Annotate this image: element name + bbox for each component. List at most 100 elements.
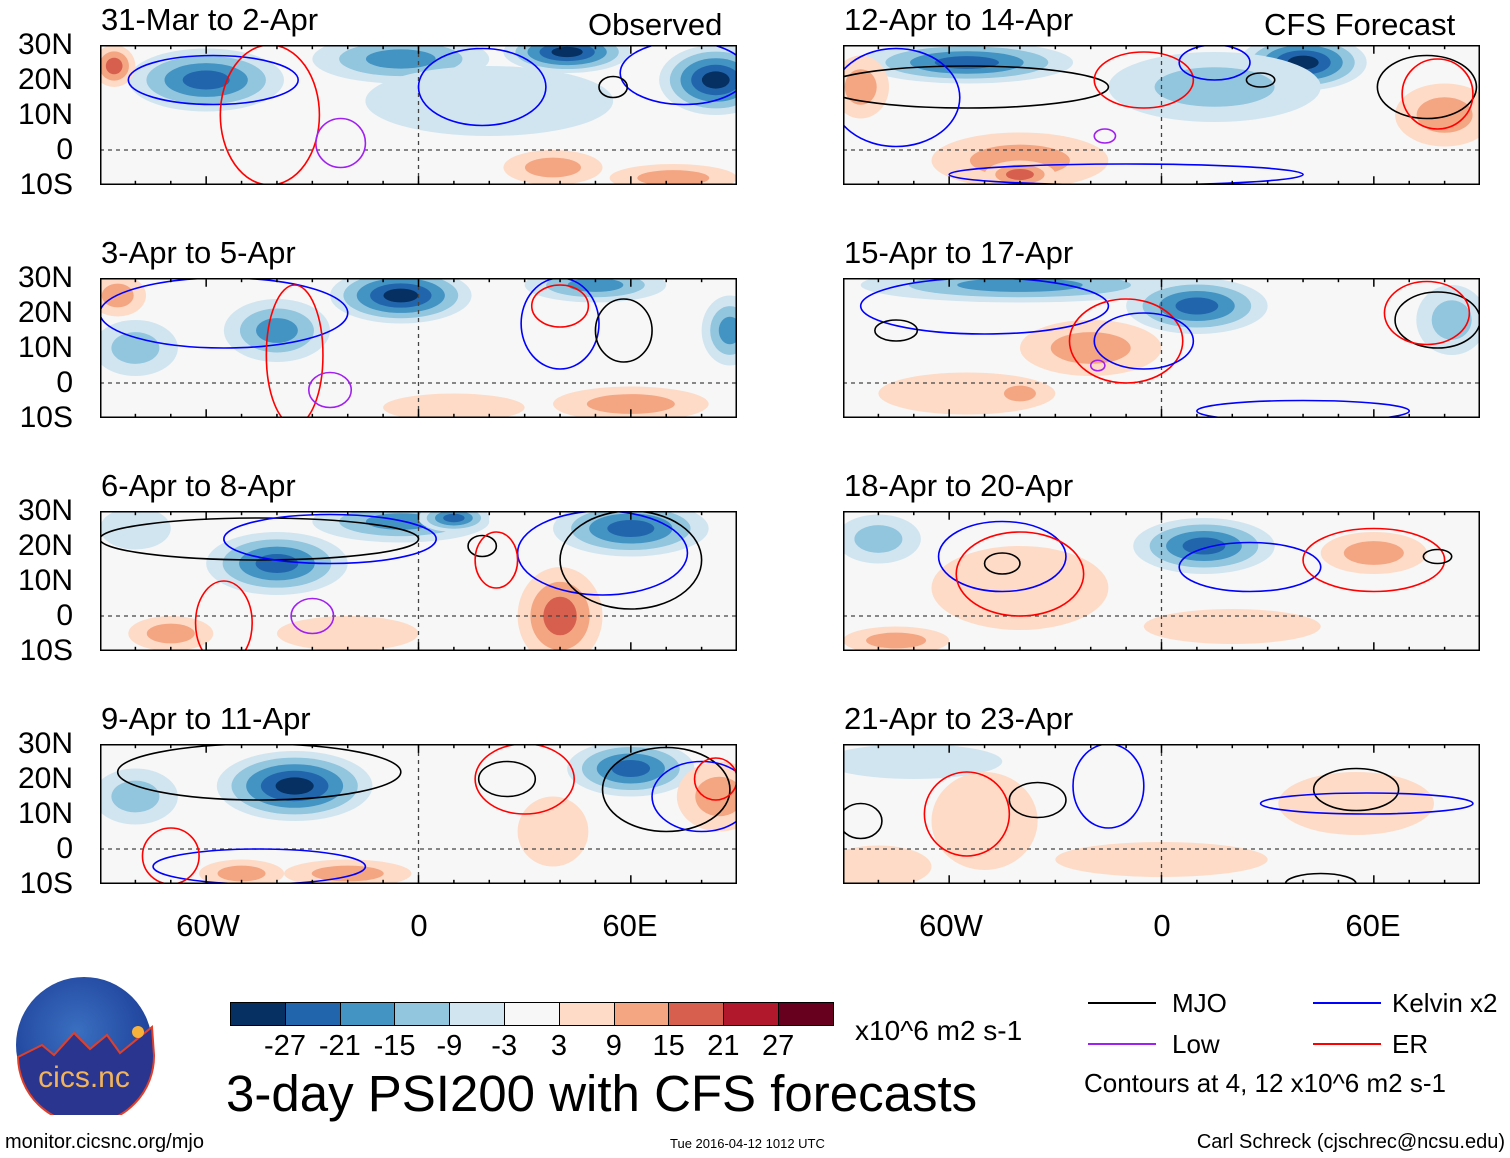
colorbar-label: -3 (491, 1030, 518, 1062)
colorbar-swatch (284, 1002, 341, 1026)
filter-contour (224, 515, 436, 564)
anomaly-shading (524, 157, 581, 178)
anomaly-shading (543, 596, 577, 636)
anomaly-shading (843, 845, 932, 884)
anomaly-shading (182, 70, 230, 90)
lat-label: 10S (19, 168, 73, 201)
anomaly-shading (695, 776, 737, 817)
filter-contour (521, 278, 599, 369)
filter-contour (479, 762, 536, 797)
lon-label: 0 (410, 908, 428, 943)
colorbar-swatch (449, 1002, 505, 1026)
colorbar-label: -15 (373, 1030, 416, 1062)
lon-label: 60W (176, 908, 240, 943)
filter-contour (861, 278, 1109, 334)
filter-contour (1179, 45, 1250, 80)
lat-label: 20N (17, 762, 73, 795)
colorbar-swatch (394, 1002, 451, 1026)
anomaly-shading (551, 46, 583, 58)
colorbar-label: 9 (605, 1030, 622, 1062)
filter-contour (652, 762, 737, 832)
figure-title: 3-day PSI200 with CFS forecasts (226, 1065, 978, 1122)
legend-line-mjo (1088, 1002, 1156, 1004)
filter-contour (956, 532, 1083, 616)
anomaly-shading (718, 316, 737, 345)
anomaly-shading (866, 632, 927, 649)
filter-contour (1384, 282, 1469, 345)
filter-contour (419, 49, 546, 126)
anomaly-shading (100, 511, 171, 550)
filter-contour (118, 744, 401, 800)
panel-title: 31-Mar to 2-Apr (101, 2, 319, 37)
colorbar-swatch (504, 1002, 560, 1026)
anomaly-shading (383, 288, 419, 303)
anomaly-shading (637, 170, 710, 185)
filter-contour (939, 522, 1066, 592)
filter-contour (695, 758, 737, 800)
colorbar-swatch (558, 1002, 615, 1026)
legend-label: ER (1392, 1029, 1429, 1059)
anomaly-shading (276, 616, 419, 651)
filter-contour (843, 66, 1108, 108)
filter-contour (220, 45, 319, 185)
anomaly-shading (567, 278, 624, 292)
lat-label: 10S (19, 867, 73, 900)
filter-contour (1402, 59, 1473, 129)
filter-contour (1094, 52, 1193, 108)
filter-contour (1377, 56, 1476, 119)
filter-contour (1285, 874, 1356, 885)
map-panel (100, 511, 737, 651)
filter-contour (560, 511, 702, 609)
lon-label: 0 (1153, 908, 1171, 943)
footer-url[interactable]: monitor.cicsnc.org/mjo (5, 1131, 204, 1153)
cfs-forecast-label: CFS Forecast (1264, 7, 1456, 42)
filter-contour (468, 536, 496, 557)
lat-label: 10S (19, 401, 73, 434)
lat-label: 0 (56, 832, 73, 865)
colorbar-label: -27 (264, 1030, 306, 1062)
lat-label: 10N (17, 331, 73, 364)
filter-contour (100, 518, 419, 560)
anomaly-shading (146, 623, 195, 644)
cicsnc-logo: cics.nc (12, 975, 157, 1125)
filter-contour (875, 320, 917, 341)
map-panel (843, 45, 1480, 185)
panel-title: 6-Apr to 8-Apr (101, 468, 296, 503)
legend-note: Contours at 4, 12 x10^6 m2 s-1 (1084, 1068, 1446, 1098)
filter-contour (599, 77, 627, 98)
anomaly-shading (844, 69, 877, 105)
filter-contour (309, 373, 351, 408)
panel-title: 12-Apr to 14-Apr (844, 2, 1074, 37)
anomaly-shading (365, 66, 614, 136)
colorbar-swatch (339, 1002, 396, 1026)
panel-title: 3-Apr to 5-Apr (101, 235, 296, 270)
filter-contour (1009, 783, 1066, 818)
panel-title: 9-Apr to 11-Apr (101, 701, 311, 736)
lat-label: 20N (17, 63, 73, 96)
colorbar-label: -9 (436, 1030, 463, 1062)
filter-contour (1314, 769, 1399, 811)
filter-contour (924, 772, 1009, 856)
lat-label: 0 (56, 599, 73, 632)
colorbar-label: 3 (550, 1030, 568, 1062)
filter-contour (291, 599, 333, 634)
colorbar-swatch (230, 1002, 286, 1026)
filter-contour (475, 744, 574, 814)
legend-label: Kelvin x2 (1392, 988, 1498, 1018)
filter-contour (266, 285, 323, 418)
lat-label: 30N (17, 727, 73, 760)
lat-label: 0 (56, 133, 73, 166)
filter-contour (1246, 73, 1274, 87)
colorbar-label: 15 (652, 1030, 685, 1062)
lat-label: 0 (56, 366, 73, 399)
legend-label: Low (1172, 1029, 1220, 1059)
colorbar-swatch (778, 1002, 834, 1026)
anomaly-shading (365, 49, 436, 69)
lat-label: 10S (19, 634, 73, 667)
lat-label: 30N (17, 261, 73, 294)
filter-contour (1395, 292, 1480, 348)
colorbar-swatch (723, 1002, 779, 1026)
filter-contour (1179, 543, 1321, 592)
filter-contour (843, 49, 960, 147)
